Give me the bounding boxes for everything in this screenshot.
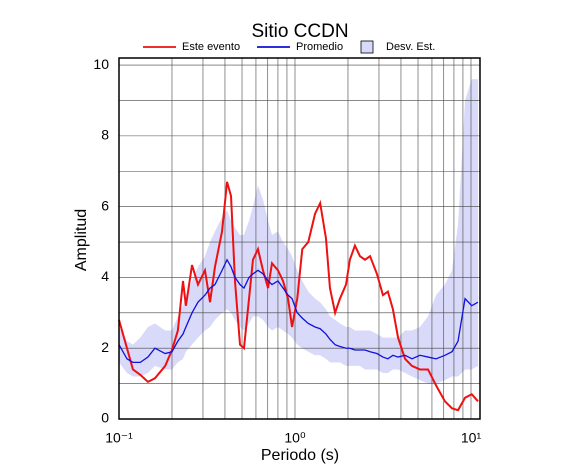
y-tick-label: 2	[101, 339, 109, 355]
legend-label: Este evento	[182, 41, 240, 53]
chart-title: Sitio CCDN	[251, 21, 348, 42]
y-tick-label: 0	[101, 410, 109, 426]
legend-swatch	[360, 40, 374, 54]
x-axis-label: Periodo (s)	[261, 447, 339, 464]
y-tick-label: 4	[101, 268, 109, 284]
std-band	[119, 79, 479, 384]
series-line	[118, 181, 479, 412]
y-tick-label: 6	[101, 197, 109, 213]
y-tick-label: 10	[93, 56, 109, 72]
legend-label: Promedio	[296, 41, 343, 53]
y-axis-label: Amplitud	[73, 209, 90, 271]
series-line	[118, 258, 479, 364]
legend-label: Desv. Est.	[386, 41, 435, 53]
y-tick-label: 8	[101, 127, 109, 143]
plot-frame	[118, 57, 481, 420]
x-tick-label: 10⁰	[284, 430, 306, 446]
x-tick-label: 10¹	[461, 430, 482, 446]
x-tick-label: 10⁻¹	[105, 430, 133, 446]
